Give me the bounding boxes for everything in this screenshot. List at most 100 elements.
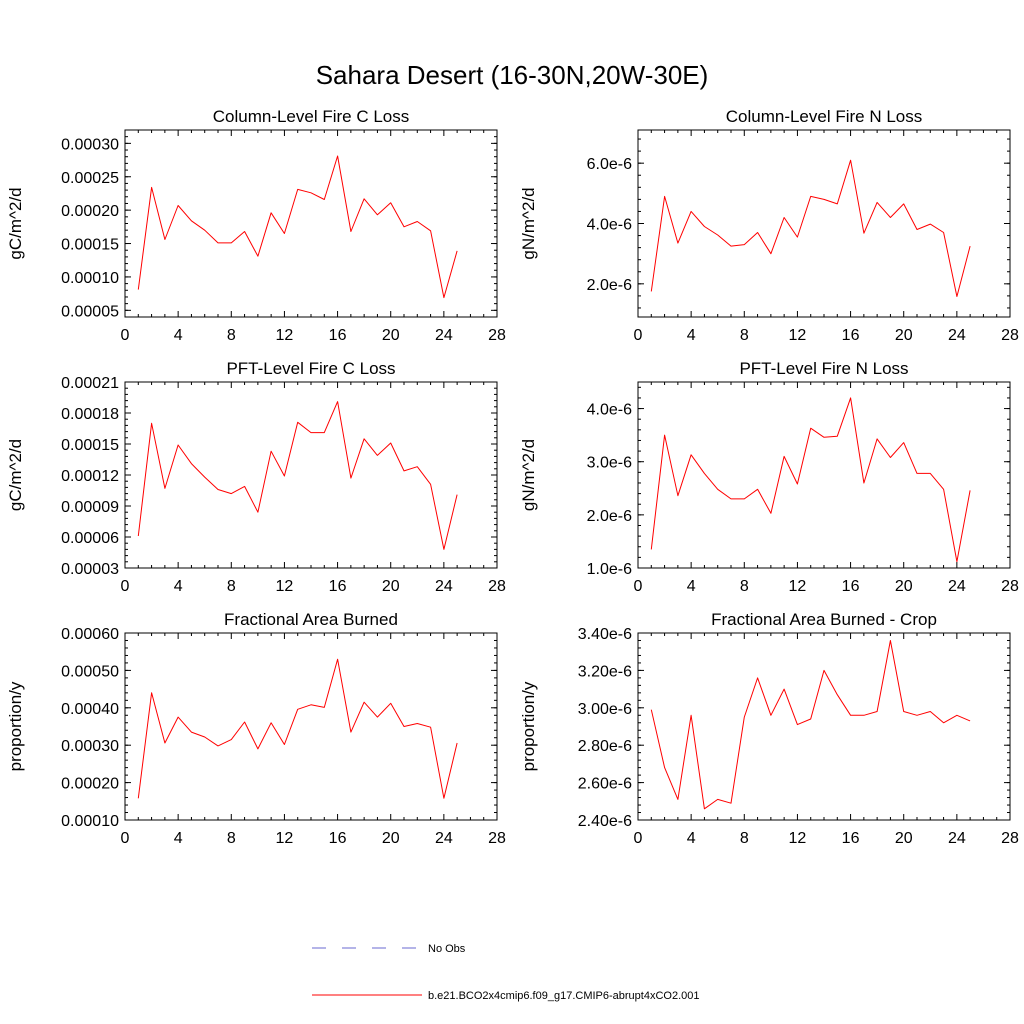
- x-tick-label: 16: [842, 830, 860, 847]
- x-tick-label: 16: [329, 830, 347, 847]
- panel-title: Column-Level Fire C Loss: [213, 107, 410, 126]
- x-tick-label: 20: [382, 830, 400, 847]
- legend-no-obs-label: No Obs: [428, 943, 466, 955]
- series-line: [650, 397, 971, 563]
- x-tick-label: 28: [1001, 578, 1019, 595]
- x-tick-label: 16: [329, 327, 347, 344]
- x-tick-label: 12: [276, 327, 294, 344]
- y-tick-label: 3.00e-6: [578, 701, 632, 718]
- series-line: [137, 401, 458, 550]
- figure-title: Sahara Desert (16-30N,20W-30E): [316, 60, 709, 90]
- y-tick-label: 2.60e-6: [578, 776, 632, 793]
- legend-model-label: b.e21.BCO2x4cmip6.f09_g17.CMIP6-abrupt4x…: [428, 990, 700, 1002]
- panel-3: PFT-Level Fire C Loss gC/m^2/d 0 4 8 12 16 20 24…: [6, 359, 506, 595]
- y-axis-label: gN/m^2/d: [519, 187, 538, 259]
- y-tick-label: 0.00006: [61, 530, 119, 547]
- series-line: [137, 155, 458, 299]
- y-tick-label: 0.00012: [61, 468, 119, 485]
- plot-frame: [637, 129, 1011, 318]
- x-tick-label: 24: [435, 830, 453, 847]
- y-tick-label: 0.00009: [61, 499, 119, 516]
- x-tick-label: 8: [740, 327, 749, 344]
- plot-frame: [124, 381, 498, 569]
- y-tick-label: 0.00020: [61, 203, 119, 220]
- x-tick-label: 24: [948, 578, 966, 595]
- panels: Column-Level Fire C Loss gC/m^2/d 0 4 8 12 16 2…: [6, 107, 1019, 847]
- y-tick-label: 6.0e-6: [587, 156, 632, 173]
- panel-title: Fractional Area Burned - Crop: [711, 610, 937, 629]
- x-tick-label: 4: [687, 327, 696, 344]
- x-tick-label: 8: [227, 327, 236, 344]
- y-tick-label: 2.0e-6: [587, 277, 632, 294]
- y-tick-label: 0.00015: [61, 237, 119, 254]
- x-tick-label: 16: [842, 327, 860, 344]
- x-tick-label: 16: [842, 578, 860, 595]
- x-tick-label: 4: [174, 578, 183, 595]
- y-tick-label: 3.40e-6: [578, 626, 632, 643]
- x-tick-label: 12: [789, 327, 807, 344]
- y-axis-label: gC/m^2/d: [6, 187, 25, 259]
- x-tick-label: 20: [895, 578, 913, 595]
- y-tick-label: 3.0e-6: [587, 455, 632, 472]
- series-line: [650, 159, 971, 297]
- y-tick-label: 0.00021: [61, 375, 119, 392]
- x-tick-label: 20: [895, 830, 913, 847]
- x-tick-label: 0: [634, 578, 643, 595]
- y-axis-label: gN/m^2/d: [519, 439, 538, 511]
- y-tick-label: 0.00030: [61, 136, 119, 153]
- panel-title: Fractional Area Burned: [224, 610, 398, 629]
- x-tick-label: 24: [435, 578, 453, 595]
- x-tick-label: 24: [435, 327, 453, 344]
- x-tick-label: 8: [740, 578, 749, 595]
- x-tick-label: 0: [634, 830, 643, 847]
- x-tick-label: 8: [740, 830, 749, 847]
- series-line: [137, 658, 458, 799]
- y-tick-label: 0.00040: [61, 701, 119, 718]
- plot-frame: [637, 632, 1011, 821]
- x-tick-label: 12: [276, 578, 294, 595]
- x-tick-label: 0: [121, 578, 130, 595]
- panel-1: Column-Level Fire C Loss gC/m^2/d 0 4 8 12 16 2…: [6, 107, 506, 344]
- y-axis-label: gC/m^2/d: [6, 439, 25, 511]
- x-tick-label: 0: [121, 327, 130, 344]
- y-tick-label: 0.00025: [61, 170, 119, 187]
- legend: No Obs b.e21.BCO2x4cmip6.f09_g17.CMIP6-a…: [312, 943, 700, 1002]
- plot-frame: [124, 632, 498, 821]
- x-tick-label: 4: [687, 830, 696, 847]
- x-tick-label: 24: [948, 327, 966, 344]
- x-tick-label: 28: [488, 327, 506, 344]
- y-tick-label: 0.00015: [61, 437, 119, 454]
- plot-frame: [124, 129, 498, 318]
- x-tick-label: 4: [687, 578, 696, 595]
- x-tick-label: 12: [789, 830, 807, 847]
- x-tick-label: 8: [227, 830, 236, 847]
- panel-title: PFT-Level Fire N Loss: [739, 359, 908, 378]
- y-axis-label: proportion/y: [519, 681, 538, 771]
- x-tick-label: 4: [174, 327, 183, 344]
- x-tick-label: 12: [789, 578, 807, 595]
- y-tick-label: 2.80e-6: [578, 738, 632, 755]
- x-tick-label: 12: [276, 830, 294, 847]
- panel-2: Column-Level Fire N Loss gN/m^2/d 0 4 8 12 16 2…: [519, 107, 1019, 344]
- x-tick-label: 28: [1001, 327, 1019, 344]
- y-tick-label: 0.00010: [61, 270, 119, 287]
- x-tick-label: 28: [488, 578, 506, 595]
- x-tick-label: 24: [948, 830, 966, 847]
- y-tick-label: 0.00003: [61, 561, 119, 578]
- x-tick-label: 20: [382, 578, 400, 595]
- y-tick-label: 1.0e-6: [587, 561, 632, 578]
- x-tick-label: 28: [1001, 830, 1019, 847]
- y-tick-label: 4.0e-6: [587, 217, 632, 234]
- x-tick-label: 20: [382, 327, 400, 344]
- y-tick-label: 2.40e-6: [578, 813, 632, 830]
- panel-4: PFT-Level Fire N Loss gN/m^2/d 0 4 8 12 16 20 24…: [519, 359, 1019, 595]
- y-tick-label: 0.00050: [61, 663, 119, 680]
- x-tick-label: 16: [329, 578, 347, 595]
- y-tick-label: 0.00018: [61, 406, 119, 423]
- x-tick-label: 0: [634, 327, 643, 344]
- y-tick-label: 0.00030: [61, 738, 119, 755]
- y-tick-label: 0.00060: [61, 626, 119, 643]
- x-tick-label: 28: [488, 830, 506, 847]
- y-tick-label: 2.0e-6: [587, 508, 632, 525]
